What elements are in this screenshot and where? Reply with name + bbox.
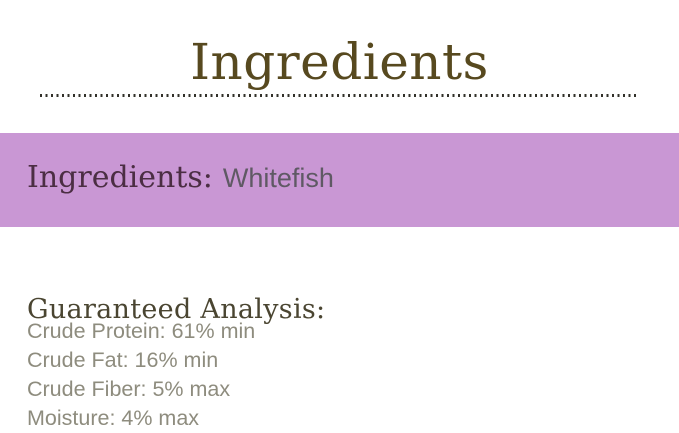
analysis-item-crude-fat: Crude Fat: 16% min	[27, 348, 219, 372]
ingredients-line: Ingredients: Whitefish	[27, 160, 334, 195]
guaranteed-analysis-heading: Guaranteed Analysis:	[27, 294, 326, 326]
dotted-divider	[40, 94, 638, 97]
analysis-item-crude-protein: Crude Protein: 61% min	[27, 319, 256, 343]
analysis-item-crude-fiber: Crude Fiber: 5% max	[27, 377, 231, 401]
page-title: Ingredients	[190, 32, 489, 91]
guaranteed-analysis-list: Crude Protein: 61% min Crude Fat: 16% mi…	[27, 317, 255, 433]
ingredients-banner: Ingredients: Whitefish	[0, 133, 679, 227]
analysis-item-moisture: Moisture: 4% max	[27, 406, 200, 430]
ingredients-label: Ingredients:	[27, 160, 213, 195]
ingredients-value: Whitefish	[222, 163, 334, 193]
